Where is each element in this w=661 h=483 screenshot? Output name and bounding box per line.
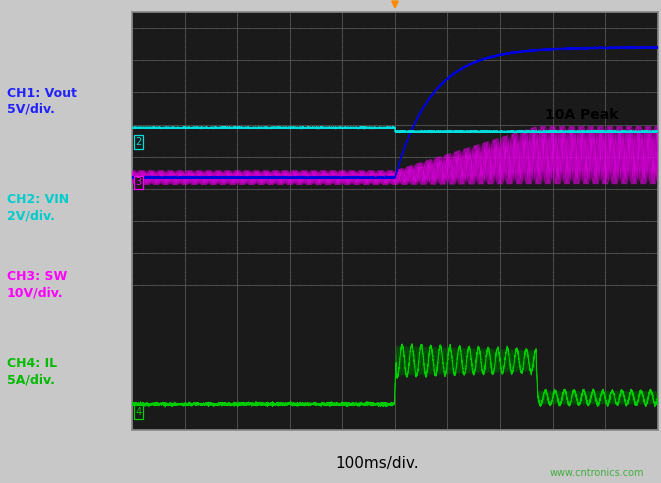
Text: 100ms/div.: 100ms/div. (335, 456, 418, 471)
Text: 10A Peak: 10A Peak (545, 108, 618, 122)
Text: CH1: Vout
5V/div.: CH1: Vout 5V/div. (7, 87, 77, 116)
Text: CH2: VIN
2V/div.: CH2: VIN 2V/div. (7, 193, 69, 222)
Text: CH3: SW
10V/div.: CH3: SW 10V/div. (7, 270, 67, 299)
Text: 4: 4 (136, 407, 141, 417)
Text: www.cntronics.com: www.cntronics.com (550, 468, 644, 478)
Text: 2: 2 (136, 137, 141, 147)
Text: 3: 3 (136, 177, 141, 187)
Text: CH4: IL
5A/div.: CH4: IL 5A/div. (7, 357, 57, 386)
